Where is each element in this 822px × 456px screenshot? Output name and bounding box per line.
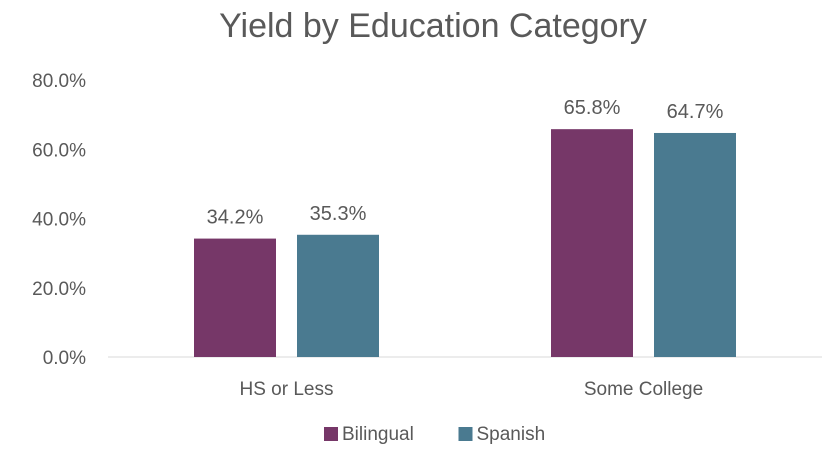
bar bbox=[551, 129, 633, 357]
x-axis: HS or Less Some College bbox=[240, 379, 704, 400]
legend-swatch bbox=[458, 427, 473, 441]
x-tick-label: Some College bbox=[584, 379, 703, 400]
data-labels: 34.2% 35.3% 65.8% 64.7% bbox=[207, 97, 724, 228]
y-tick-label: 80.0% bbox=[32, 71, 86, 92]
legend-label: Bilingual bbox=[342, 424, 414, 445]
y-tick-label: 60.0% bbox=[32, 140, 86, 161]
x-tick-label: HS or Less bbox=[240, 379, 334, 400]
bars bbox=[194, 129, 736, 357]
y-tick-label: 20.0% bbox=[32, 279, 86, 300]
data-label: 65.8% bbox=[564, 97, 621, 119]
data-label: 34.2% bbox=[207, 207, 264, 229]
legend-swatch bbox=[324, 427, 338, 441]
y-tick-label: 0.0% bbox=[43, 348, 86, 369]
data-label: 64.7% bbox=[667, 101, 724, 123]
data-label: 35.3% bbox=[310, 203, 367, 225]
y-tick-label: 40.0% bbox=[32, 210, 86, 231]
bar bbox=[194, 238, 276, 357]
legend-label: Spanish bbox=[477, 424, 546, 445]
bar bbox=[297, 234, 379, 357]
y-axis: 0.0% 20.0% 40.0% 60.0% 80.0% bbox=[32, 71, 86, 369]
legend: Bilingual Spanish bbox=[324, 424, 545, 445]
chart-title: Yield by Education Category bbox=[219, 7, 647, 45]
bar bbox=[654, 132, 736, 357]
